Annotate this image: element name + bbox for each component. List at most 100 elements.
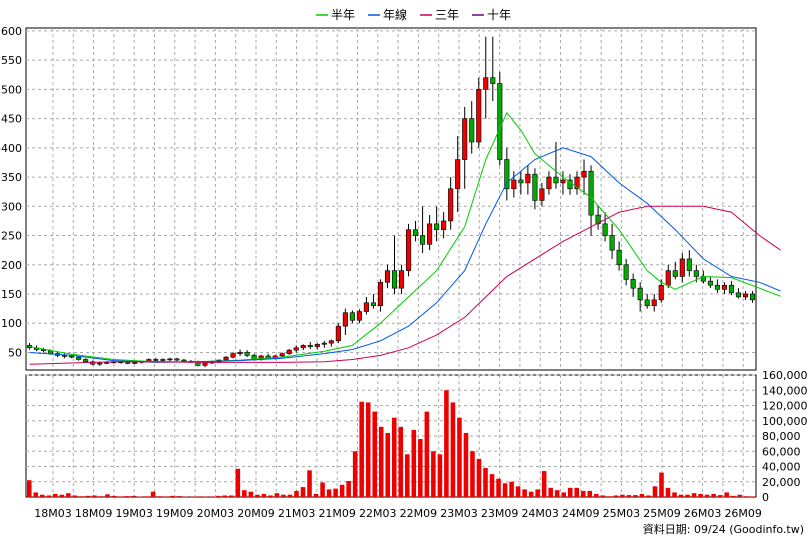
candle-body [406, 229, 412, 271]
volume-bar [163, 496, 169, 497]
volume-bar [541, 471, 547, 497]
volume-bar [359, 401, 364, 497]
volume-bar [346, 480, 351, 497]
y-tick-label: 550 [1, 54, 22, 67]
volume-bar [111, 495, 117, 497]
volume-bar [548, 487, 553, 497]
volume-bar [574, 487, 580, 497]
ma-line-三年 [29, 205, 781, 365]
candle-body [244, 352, 250, 356]
ma-line-年線 [29, 147, 781, 363]
candle-body [413, 229, 419, 236]
volume-bar [561, 492, 567, 497]
x-tick-label: 19M03 [115, 507, 153, 520]
volume-bar [170, 495, 175, 497]
y-tick-label: 100 [1, 317, 22, 330]
volume-bar [457, 417, 462, 497]
volume-bar [215, 495, 221, 497]
candle-body [637, 287, 643, 301]
x-tick-label: 20M03 [197, 507, 235, 520]
source-label: 資料日期: 09/24 (Goodinfo.tw) [643, 522, 804, 536]
candle-body [539, 188, 545, 201]
volume-bar [698, 493, 703, 497]
candle-body [707, 280, 713, 286]
volume-bar [209, 496, 215, 497]
candle-body [546, 176, 552, 190]
volume-bar [522, 489, 527, 497]
candle-body [574, 176, 580, 190]
volume-bar [352, 451, 358, 497]
candle-body [476, 89, 482, 143]
candle-body [462, 118, 468, 160]
candle-body [483, 77, 489, 90]
volume-bar [79, 496, 84, 497]
volume-bar [320, 482, 325, 497]
volume-bar [385, 432, 391, 497]
volume-bar [750, 496, 756, 497]
x-tick-label: 19M09 [156, 507, 194, 520]
candle-body [97, 362, 103, 365]
candle-body [686, 258, 692, 271]
candle-body [202, 362, 208, 366]
volume-bar [730, 495, 736, 497]
candle-body [455, 159, 461, 190]
candle-body [174, 358, 180, 361]
candle-body [69, 355, 75, 358]
candle-body [286, 349, 292, 354]
volume-bar [613, 495, 619, 497]
candle-body [518, 179, 524, 184]
x-tick-label: 21M03 [278, 507, 316, 520]
volume-bar [437, 454, 443, 497]
volume-bar [444, 390, 449, 497]
x-tick-label: 22M03 [359, 507, 397, 520]
candle-body [560, 179, 566, 184]
volume-bar [46, 495, 52, 497]
x-tick-label: 22M09 [400, 507, 438, 520]
volume-bar [626, 495, 632, 497]
candle-body [132, 362, 138, 364]
volume-bar [496, 478, 501, 497]
volume-bar [307, 470, 312, 497]
candle-body [616, 249, 622, 266]
candle-body [420, 235, 426, 245]
volume-bar [66, 493, 71, 497]
y-tick-label: 450 [1, 113, 22, 126]
candle-body [62, 355, 68, 357]
volume-bar [652, 486, 658, 497]
x-tick-label: 25M09 [643, 507, 681, 520]
candle-body [679, 258, 685, 277]
volume-bar [489, 474, 495, 497]
volume-bar [685, 494, 690, 497]
volume-tick-label: 0 [762, 491, 769, 504]
candle-body [742, 293, 749, 298]
volume-bar [333, 488, 338, 497]
candle-body [595, 214, 601, 225]
candle-body [377, 282, 384, 306]
volume-bar [131, 495, 136, 497]
candle-body [293, 347, 299, 351]
candle-body [623, 264, 629, 280]
volume-bar [633, 495, 638, 497]
candle-body [672, 270, 678, 277]
volume-bar [665, 487, 671, 497]
volume-bar [391, 417, 397, 497]
candle-body [279, 353, 285, 357]
candle-body [321, 342, 327, 345]
y-tick-label: 600 [1, 25, 22, 38]
volume-bar [157, 496, 162, 497]
candle-body [391, 270, 398, 289]
volume-bar [672, 492, 677, 497]
volume-bar [53, 493, 58, 497]
volume-bar [411, 429, 417, 497]
candle-body [728, 284, 734, 294]
volume-bar [528, 491, 534, 497]
y-tick-label: 300 [1, 200, 22, 213]
volume-bar [26, 480, 32, 497]
volume-tick-label: 60,000 [762, 445, 801, 458]
candle-body [153, 359, 159, 361]
candle-body [90, 361, 96, 365]
volume-bar [398, 426, 404, 497]
legend-label: 年線 [383, 7, 407, 22]
